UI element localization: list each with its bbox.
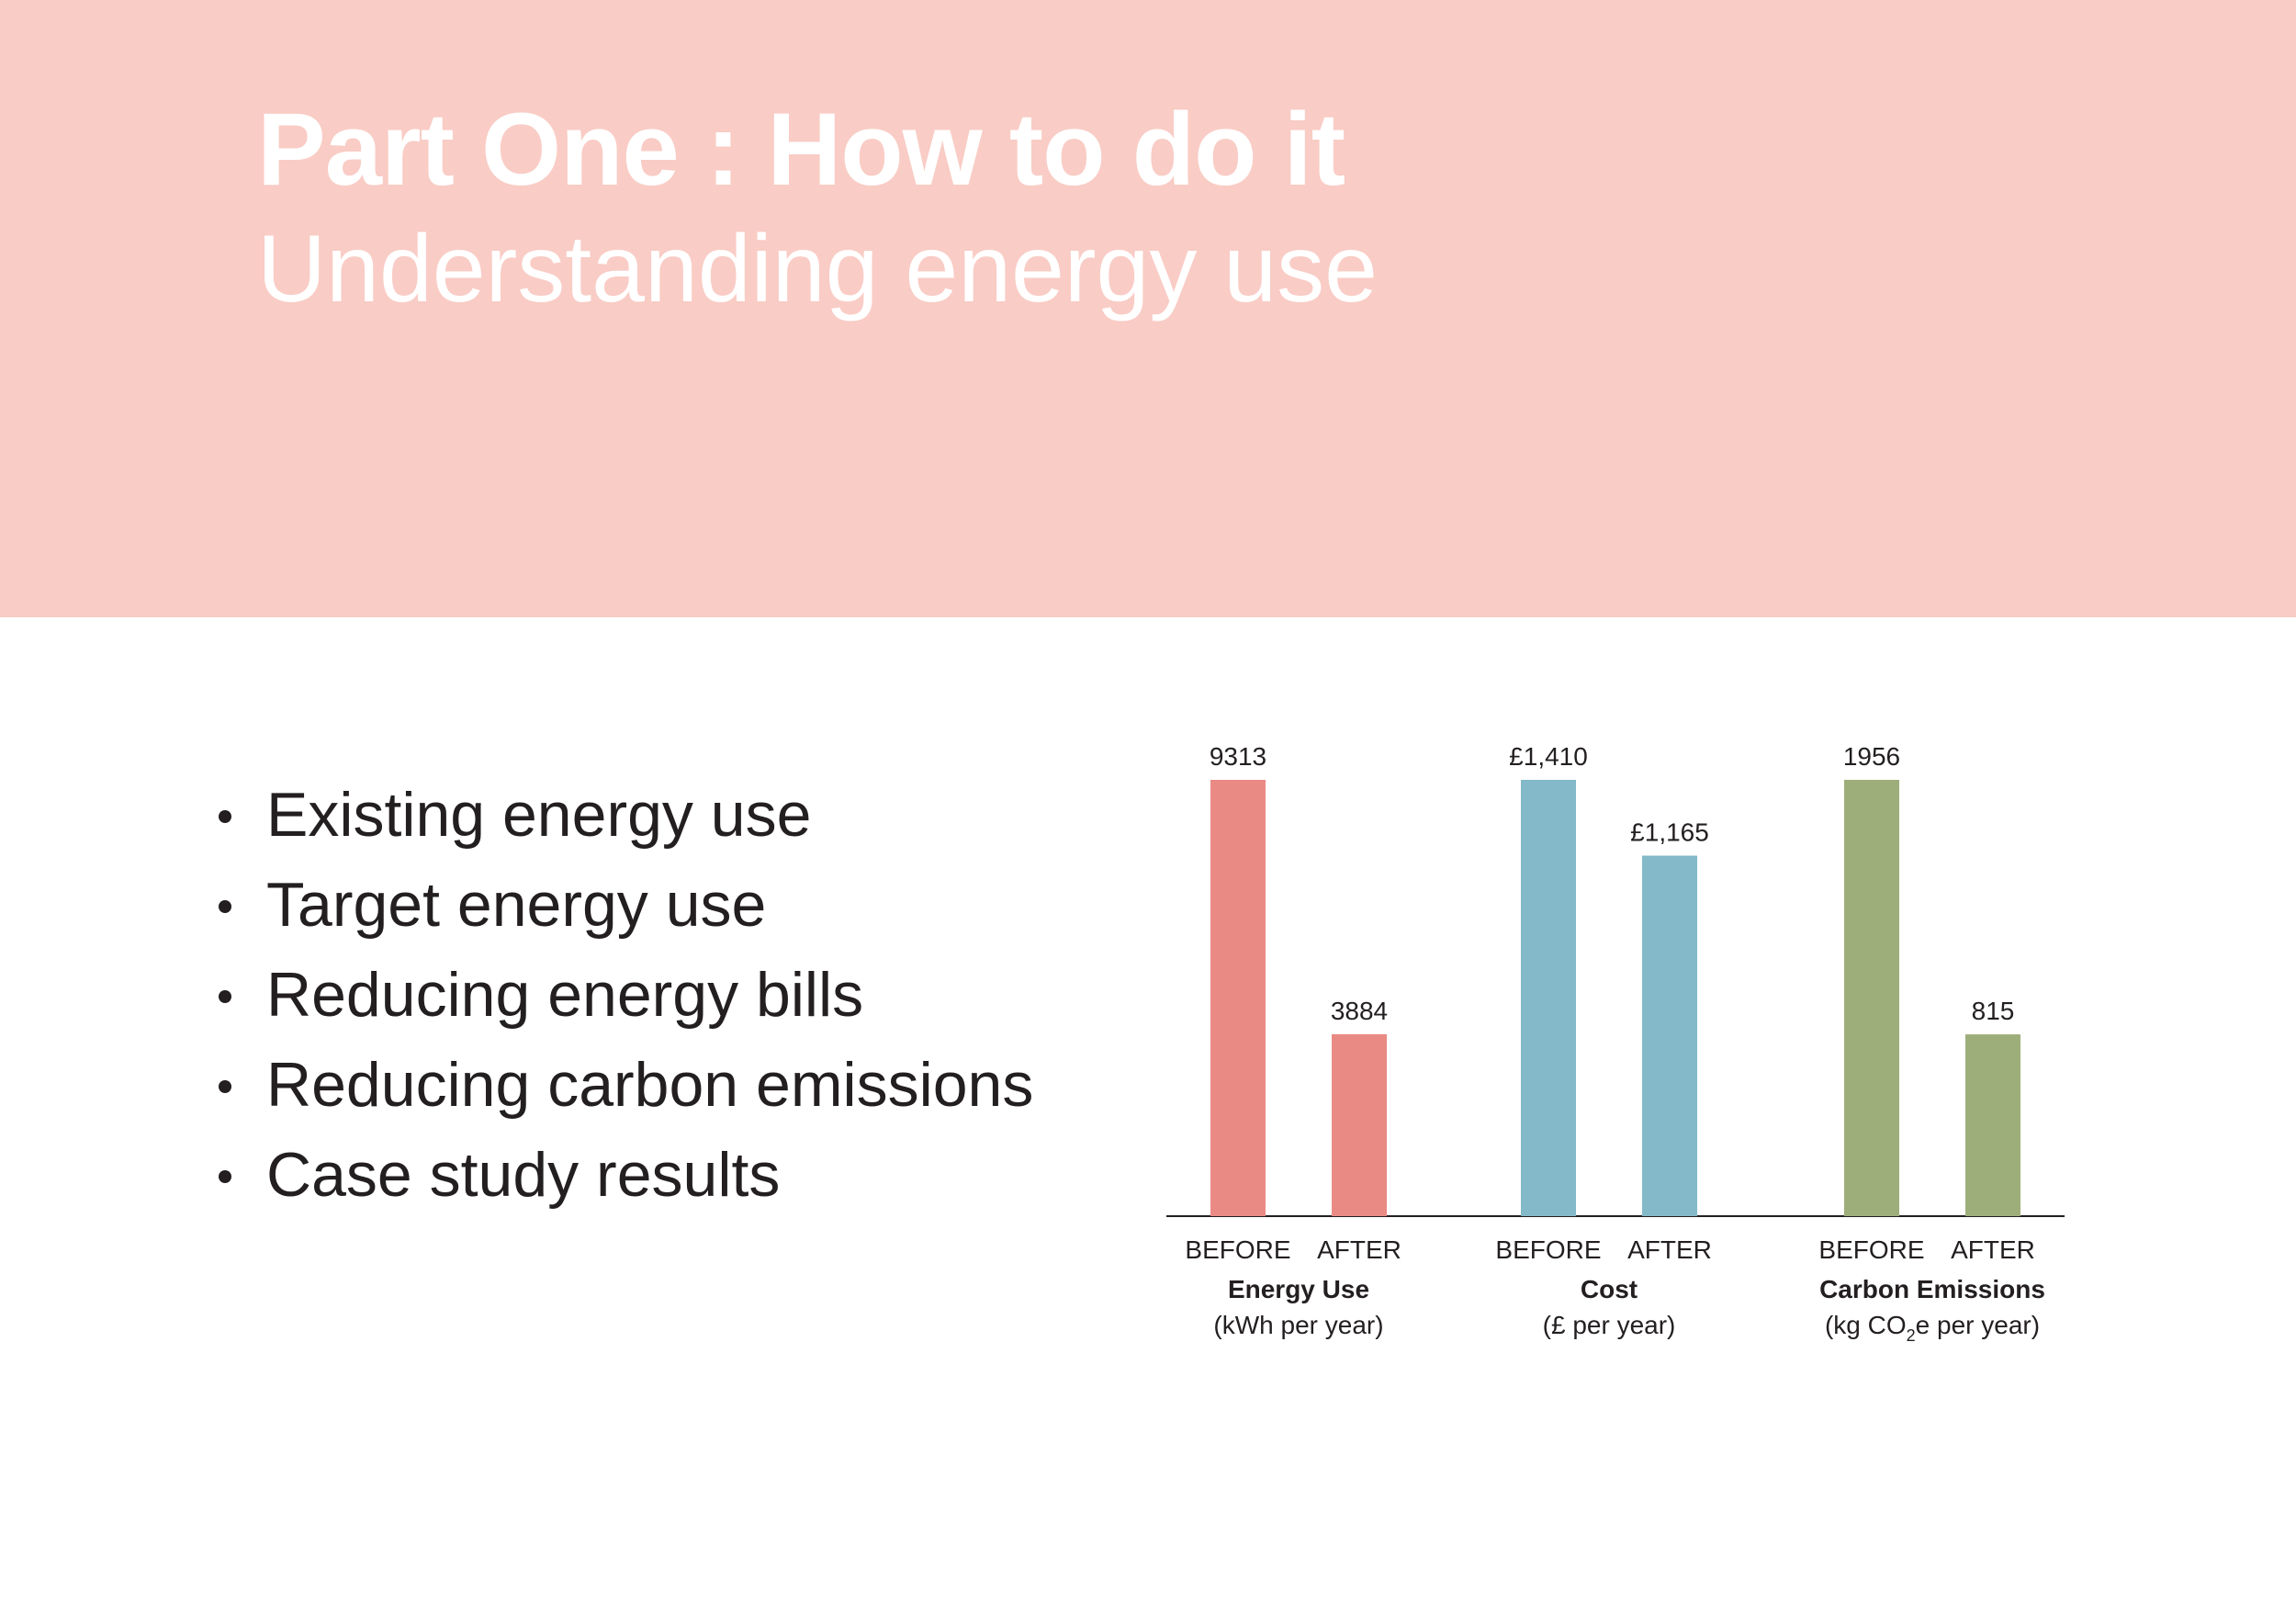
group-label: Cost bbox=[1581, 1275, 1638, 1303]
bullet-dot bbox=[219, 1080, 231, 1093]
bullet-text: Reducing energy bills bbox=[266, 960, 864, 1030]
bullet-dot bbox=[219, 990, 231, 1003]
bullet-text: Target energy use bbox=[266, 870, 767, 940]
category-label: BEFORE bbox=[1185, 1235, 1290, 1264]
bullet-item: Existing energy use bbox=[211, 770, 1033, 860]
data-label: 815 bbox=[1972, 997, 2015, 1025]
bar bbox=[1965, 1034, 2020, 1216]
page-title: Part One : How to do it bbox=[257, 92, 1345, 207]
bar bbox=[1844, 780, 1899, 1216]
group-unit-label: (kg CO2e per year) bbox=[1825, 1311, 2040, 1345]
bullet-dot bbox=[219, 1170, 231, 1183]
group-unit-label: (kWh per year) bbox=[1213, 1311, 1383, 1339]
header-banner: Part One : How to do it Understanding en… bbox=[0, 0, 2296, 617]
bar bbox=[1332, 1033, 1387, 1216]
group-unit-label: (£ per year) bbox=[1543, 1311, 1676, 1339]
bullet-text: Reducing carbon emissions bbox=[266, 1050, 1034, 1120]
category-label: BEFORE bbox=[1495, 1235, 1601, 1264]
bullet-dot bbox=[219, 900, 231, 913]
bullet-item: Case study results bbox=[211, 1130, 1033, 1220]
group-label: Carbon Emissions bbox=[1819, 1275, 2045, 1303]
bullet-text: Existing energy use bbox=[266, 780, 812, 850]
category-label: AFTER bbox=[1951, 1235, 2035, 1264]
data-label: 1956 bbox=[1843, 742, 1900, 771]
bar bbox=[1210, 780, 1266, 1216]
bullet-list: Existing energy use Target energy use Re… bbox=[211, 770, 1033, 1220]
bullet-item: Reducing energy bills bbox=[211, 950, 1033, 1040]
page-subtitle: Understanding energy use bbox=[257, 216, 1378, 322]
data-label: 3884 bbox=[1331, 997, 1388, 1025]
data-label: £1,165 bbox=[1630, 818, 1709, 847]
bullet-item: Reducing carbon emissions bbox=[211, 1040, 1033, 1130]
bar bbox=[1521, 780, 1576, 1216]
data-label: 9313 bbox=[1210, 742, 1266, 771]
bullet-text: Case study results bbox=[266, 1140, 781, 1210]
bullet-dot bbox=[219, 810, 231, 823]
category-label: BEFORE bbox=[1818, 1235, 1924, 1264]
bullet-item: Target energy use bbox=[211, 860, 1033, 950]
bar bbox=[1642, 855, 1697, 1216]
category-label: AFTER bbox=[1317, 1235, 1401, 1264]
category-label: AFTER bbox=[1627, 1235, 1712, 1264]
data-label: £1,410 bbox=[1509, 742, 1588, 771]
group-label: Energy Use bbox=[1228, 1275, 1369, 1303]
